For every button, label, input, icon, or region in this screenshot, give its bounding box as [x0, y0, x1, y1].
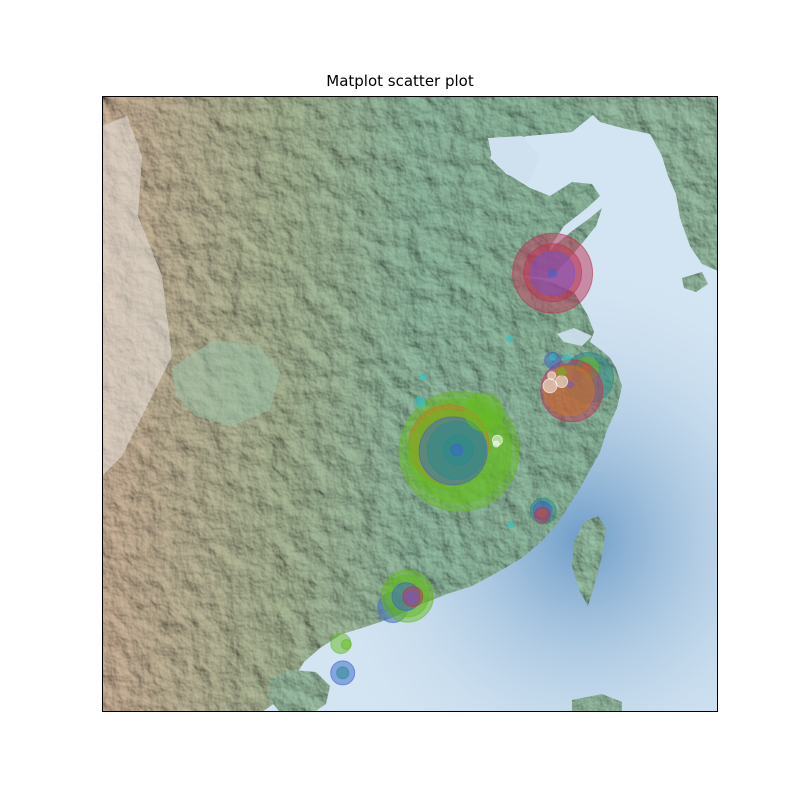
scatter-point-42	[405, 590, 419, 604]
scatter-point-9	[482, 413, 491, 423]
scatter-point-8	[464, 392, 504, 432]
scatter-point-17	[548, 268, 558, 278]
scatter-point-7	[450, 443, 464, 457]
shaded-relief-map	[102, 96, 718, 712]
taiwan-island	[572, 516, 606, 606]
scatter-point-31	[549, 353, 557, 361]
scatter-point-44	[340, 639, 352, 650]
scatter-point-35	[533, 506, 551, 524]
scatter-point-10	[414, 396, 426, 408]
map-plot-area[interactable]	[102, 96, 718, 712]
mainland-china	[102, 96, 622, 712]
scatter-point-27	[542, 378, 558, 394]
scatter-point-11	[419, 373, 427, 381]
luzon-fragment	[572, 694, 622, 712]
sichuan-basin	[172, 340, 280, 426]
plot-border	[102, 96, 718, 712]
japan-fragment	[682, 272, 708, 292]
scatter-markers	[330, 232, 615, 686]
chart-title: Matplot scatter plot	[326, 72, 474, 90]
scatter-point-13	[492, 440, 500, 448]
scatter-point-46	[336, 666, 350, 680]
scatter-point-29	[557, 367, 567, 377]
korean-peninsula	[572, 96, 718, 271]
bohai-sea	[488, 136, 540, 184]
scatter-point-30	[562, 354, 572, 363]
hainan-island	[268, 670, 330, 712]
scatter-point-36	[505, 335, 513, 343]
scatter-point-24	[567, 381, 575, 389]
western-highlands	[102, 116, 172, 476]
yangtze-estuary	[557, 328, 592, 346]
scatter-point-47	[507, 521, 515, 529]
